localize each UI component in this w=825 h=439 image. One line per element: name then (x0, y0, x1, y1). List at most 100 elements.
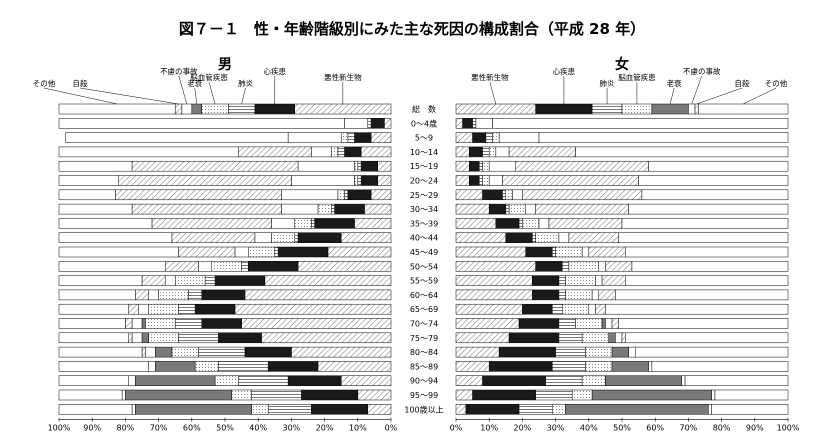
bar-male-20-3 (231, 389, 252, 401)
bar-female-4-1 (469, 160, 480, 172)
bar-male-16-5 (131, 332, 143, 344)
bar-male-11-7 (58, 261, 166, 272)
cause-leader-female-5 (691, 75, 702, 105)
bar-male-15-6 (125, 318, 133, 329)
bar-female-18-5 (648, 361, 653, 372)
bar-male-6-2 (344, 189, 349, 201)
bar-male-20-4 (125, 389, 232, 401)
bar-female-12-0 (455, 275, 533, 286)
bar-female-4-7 (648, 160, 789, 172)
bar-female-13-0 (455, 289, 533, 301)
bar-female-3-7 (575, 146, 789, 158)
bar-female-19-4 (605, 375, 683, 386)
bar-female-18-3 (585, 361, 613, 372)
bar-male-5-0 (377, 175, 392, 186)
bar-female-7-5 (525, 203, 536, 215)
category-label-19: 90～94 (410, 377, 438, 386)
bar-male-9-7 (58, 232, 173, 243)
bar-male-8-5 (271, 218, 295, 229)
bar-male-1-2 (367, 118, 372, 129)
panel-title-male: 男 (218, 57, 232, 73)
bar-male-16-1 (218, 332, 262, 344)
bar-female-21-7 (711, 404, 789, 415)
bar-female-6-2 (502, 189, 507, 201)
bar-female-9-2 (532, 232, 536, 243)
bar-female-9-1 (505, 232, 533, 243)
bar-male-17-4 (155, 346, 173, 358)
bar-female-3-2 (482, 146, 490, 158)
bar-male-6-3 (337, 189, 345, 201)
bar-female-2-0 (455, 132, 473, 143)
category-label-14: 65～69 (410, 305, 438, 314)
bar-male-4-3 (354, 160, 359, 172)
category-label-6: 25～29 (410, 191, 438, 200)
bar-male-11-2 (241, 261, 249, 272)
cause-leader-female-7 (743, 87, 777, 105)
bar-male-3-2 (337, 146, 345, 158)
bar-male-6-7 (58, 189, 116, 201)
bar-female-2-2 (485, 132, 493, 143)
tick-label-male-0: 0% (385, 424, 398, 433)
category-label-9: 40～44 (410, 234, 438, 243)
cause-label-male-0: 悪性新生物 (324, 72, 362, 82)
bar-female-3-0 (455, 146, 470, 158)
category-label-13: 60～64 (410, 291, 438, 300)
bar-female-9-5 (558, 232, 570, 243)
bar-female-7-7 (628, 203, 789, 215)
tick-label-male-5: 50% (216, 424, 234, 433)
bar-male-9-3 (271, 232, 295, 243)
bar-female-6-3 (505, 189, 513, 201)
bar-female-0-7 (698, 103, 789, 115)
bar-female-1-0 (455, 118, 463, 129)
bar-male-12-6 (141, 275, 166, 286)
bar-male-15-1 (201, 318, 242, 329)
bar-female-20-5 (711, 389, 716, 401)
cause-label-male-4: 老衰 (187, 78, 202, 88)
category-label-20: 95～99 (410, 391, 438, 400)
bar-male-13-7 (58, 289, 136, 301)
bar-female-5-0 (455, 175, 470, 186)
bar-male-7-2 (330, 203, 335, 215)
tick-label-male-7: 70% (150, 424, 168, 433)
bar-female-0-5 (688, 103, 696, 115)
bar-female-18-0 (455, 361, 490, 372)
bar-male-17-5 (145, 346, 156, 358)
category-label-10: 45～49 (410, 248, 438, 257)
bar-male-5-1 (360, 175, 378, 186)
bar-female-2-7 (538, 132, 789, 143)
bar-male-4-6 (131, 160, 299, 172)
bar-female-16-3 (581, 332, 609, 344)
bar-female-8-7 (621, 218, 789, 229)
bar-female-10-1 (525, 246, 553, 258)
bar-female-1-1 (462, 118, 473, 129)
bar-female-15-4 (601, 318, 606, 329)
bar-female-21-4 (565, 404, 709, 415)
bar-female-7-6 (535, 203, 629, 215)
bar-female-9-3 (535, 232, 560, 243)
bar-male-7-7 (58, 203, 133, 215)
tick-label-male-8: 80% (117, 424, 135, 433)
bar-male-15-5 (131, 318, 143, 329)
bar-female-20-0 (455, 389, 473, 401)
bar-male-8-0 (354, 218, 392, 229)
bar-male-2-7 (65, 132, 289, 143)
bar-male-14-6 (128, 303, 139, 315)
category-label-1: 0～4歳 (411, 118, 437, 128)
bar-female-14-5 (588, 303, 596, 315)
bar-male-12-5 (164, 275, 176, 286)
bar-male-7-0 (364, 203, 392, 215)
cause-label-male-6: 自殺 (73, 78, 88, 88)
bar-male-9-1 (297, 232, 342, 243)
bar-male-0-1 (254, 103, 295, 115)
cause-label-female-4: 老衰 (667, 78, 682, 88)
bar-male-21-1 (311, 404, 369, 415)
category-label-0: 総 数 (412, 104, 436, 114)
bar-female-10-5 (581, 246, 590, 258)
cause-label-female-5: 不慮の事故 (683, 66, 721, 76)
bar-male-19-2 (238, 375, 289, 386)
bar-female-1-7 (492, 118, 789, 129)
bar-female-4-3 (482, 160, 490, 172)
bar-female-12-1 (532, 275, 560, 286)
bar-female-8-2 (518, 218, 523, 229)
bar-male-16-0 (261, 332, 392, 344)
